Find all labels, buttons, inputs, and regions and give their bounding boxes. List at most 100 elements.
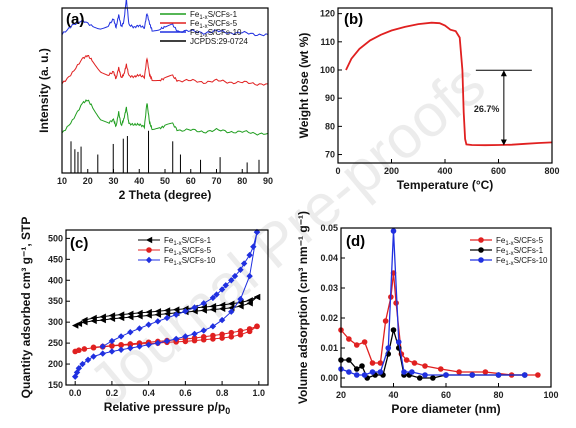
psd-point — [393, 300, 399, 306]
isotherm-point — [75, 365, 83, 372]
x-tick-label: 600 — [491, 166, 506, 176]
x-axis-title: Pore diameter (nm) — [391, 402, 500, 416]
isotherm-point — [163, 307, 171, 314]
isotherm-point — [218, 286, 226, 293]
psd-point — [401, 369, 407, 375]
psd-point — [377, 360, 384, 366]
isotherm-point — [136, 309, 143, 317]
y-tick-label: 0.02 — [320, 313, 338, 323]
psd-point — [390, 228, 397, 234]
isotherm-point — [246, 272, 253, 280]
x-tick-label: 80 — [237, 176, 247, 186]
isotherm-point — [237, 299, 244, 306]
isotherm-point — [200, 327, 207, 334]
isotherm-point — [99, 343, 106, 350]
isotherm-point — [228, 308, 235, 315]
panel-label-d: (d) — [346, 233, 365, 250]
annotation-arrow-head — [500, 70, 507, 77]
xrd-series-line — [61, 54, 268, 86]
psd-point — [521, 372, 528, 378]
isotherm-point — [136, 340, 143, 346]
panel-a: 10 20 30 40 50 60 70 80 90 (a) 2 Theta (degree) Int… — [37, 0, 273, 202]
isotherm-point — [145, 341, 152, 348]
y-axis-title: Intensity (a. u.) — [37, 48, 51, 133]
legend-label: Fe1-xS/CFs-10 — [496, 256, 548, 267]
y-tick-label: 450 — [48, 254, 63, 264]
isotherm-point — [81, 346, 88, 352]
y-tick-label: 150 — [48, 380, 63, 390]
y-tick-label: 80 — [325, 121, 335, 131]
x-tick-label: 40 — [388, 390, 398, 400]
isotherm-point — [172, 306, 180, 313]
annotation-arrow-head — [500, 139, 507, 146]
panel-d-frame — [340, 227, 552, 388]
isotherm-point — [73, 369, 81, 376]
isotherm-point — [191, 330, 198, 338]
x-tick-label: 0.4 — [142, 388, 155, 398]
isotherm-point — [172, 335, 180, 343]
panel-label-a: (a) — [66, 11, 84, 28]
isotherm-point — [254, 323, 260, 330]
legend-label: JCPDS:29-0724 — [190, 37, 248, 46]
isotherm-point — [246, 326, 253, 332]
y-tick-label: 300 — [48, 317, 63, 327]
isotherm-point — [163, 314, 171, 322]
legend-marker — [478, 257, 484, 263]
x-tick-label: 0.8 — [216, 388, 229, 398]
isotherm-point — [127, 341, 134, 347]
isotherm-point — [209, 323, 217, 330]
x-tick-label: 100 — [543, 390, 558, 400]
panel-label-b: (b) — [344, 11, 363, 28]
isotherm-point — [222, 282, 229, 289]
psd-series-line — [340, 230, 525, 376]
isotherm-point — [99, 313, 106, 320]
isotherm-point — [163, 337, 171, 345]
x-tick-label: 200 — [384, 166, 399, 176]
isotherm-point — [228, 300, 235, 307]
isotherm-point — [182, 308, 189, 315]
panel-label-c: (c) — [70, 235, 88, 252]
x-tick-label: 800 — [544, 166, 559, 176]
psd-point — [353, 342, 360, 348]
isotherm-point — [108, 337, 116, 345]
y-tick-label: 200 — [48, 359, 63, 369]
psd-point — [353, 366, 360, 372]
isotherm-point — [90, 314, 97, 322]
isotherm-point — [246, 251, 253, 259]
psd-point — [361, 372, 368, 378]
isotherm-point — [209, 294, 217, 302]
x-tick-label: 90 — [263, 176, 273, 186]
legend-marker — [145, 236, 153, 244]
legend-marker — [478, 247, 484, 253]
y-tick-label: 0.03 — [320, 283, 338, 293]
isotherm-point — [117, 346, 125, 354]
isotherm-point — [145, 308, 152, 316]
isotherm-point — [213, 291, 220, 298]
y-tick-label: 350 — [48, 296, 63, 306]
x-axis-title: Relative pressure p/p0 — [104, 400, 230, 416]
xrd-series-line — [61, 99, 269, 136]
isotherm-point — [200, 334, 207, 340]
y-tick-label: 250 — [48, 338, 63, 348]
psd-point — [377, 369, 384, 375]
isotherm-point — [218, 301, 226, 309]
x-tick-label: 20 — [83, 176, 93, 186]
psd-point — [353, 372, 360, 378]
tga-curve — [345, 21, 553, 147]
isotherm-point — [191, 335, 198, 341]
legend-label: Fe1-xS/CFs-10 — [164, 256, 216, 267]
y-tick-label: 0.05 — [320, 223, 338, 233]
isotherm-point — [231, 272, 239, 280]
psd-point — [346, 357, 352, 363]
psd-point — [361, 339, 368, 345]
x-tick-label: 0.6 — [179, 388, 192, 398]
psd-point — [390, 327, 397, 333]
isotherm-point — [200, 300, 207, 307]
y-axis-title: Weight lose (wt %) — [297, 33, 311, 139]
psd-point — [346, 369, 352, 375]
x-tick-label: 1.0 — [253, 388, 266, 398]
psd-series-line — [340, 272, 538, 376]
x-tick-label: 0.0 — [69, 388, 82, 398]
psd-point — [443, 372, 449, 378]
